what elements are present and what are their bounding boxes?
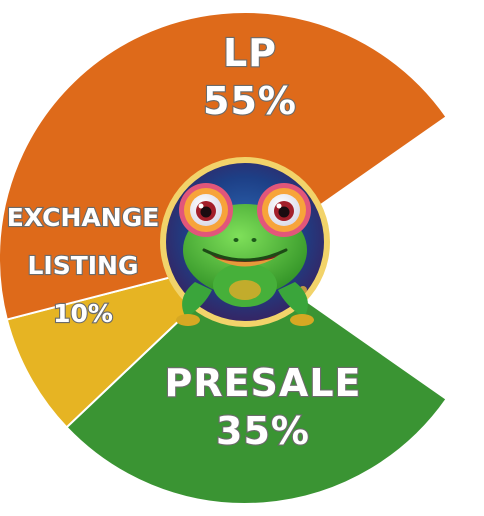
frog-mascot-image (160, 157, 330, 327)
slice-label-line: EXCHANGE (7, 203, 160, 232)
slice-label-line: 35% (216, 409, 310, 453)
slice-label-lp: LP 55% (203, 31, 297, 123)
slice-label-line: 55% (203, 79, 297, 123)
slice-label-presale: PRESALE 35% (164, 361, 361, 453)
slice-label-line: 10% (53, 299, 113, 328)
pie-slice-presale (65, 256, 448, 505)
slice-label-exchange: EXCHANGE LISTING 10% (7, 203, 160, 328)
slice-label-line: LP (223, 31, 277, 75)
slice-label-line: LISTING (27, 251, 138, 280)
slice-label-line: PRESALE (164, 361, 361, 405)
